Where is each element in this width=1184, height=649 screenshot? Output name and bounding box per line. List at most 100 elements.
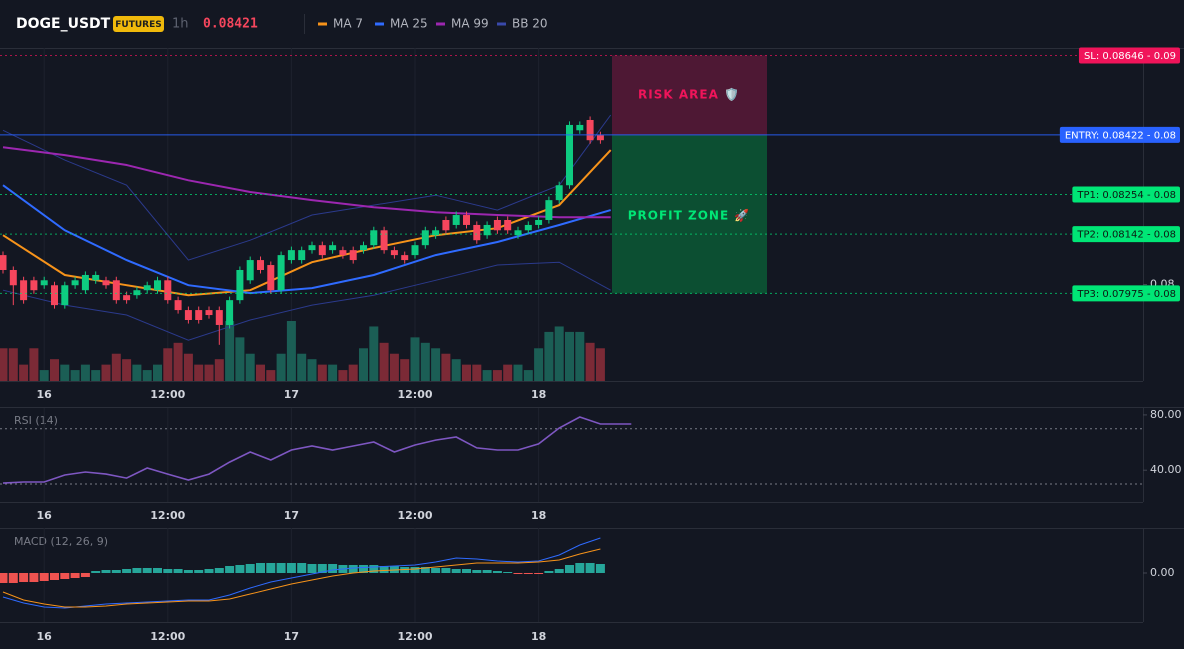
symbol: DOGE_USDT	[16, 16, 111, 32]
volume-bar	[400, 359, 410, 381]
macd-histogram	[307, 564, 317, 573]
macd-histogram	[266, 563, 276, 573]
macd-histogram	[132, 568, 142, 573]
x-tick-label: 17	[284, 509, 299, 522]
volume-bar	[214, 359, 224, 381]
macd-histogram	[256, 563, 265, 573]
volume-bar	[142, 370, 152, 381]
candle-body	[81, 274, 89, 291]
volume-bar	[369, 326, 379, 381]
legend-label: BB 20	[512, 17, 548, 31]
volume-bar	[19, 364, 29, 381]
pane-title: MACD (12, 26, 9)	[14, 535, 108, 548]
candle-body	[277, 255, 285, 291]
candle-body	[308, 245, 316, 251]
volume-bar	[60, 364, 70, 381]
volume-bar	[410, 337, 420, 381]
x-tick-label: 16	[37, 630, 53, 643]
macd-histogram	[379, 566, 389, 573]
candle-body	[339, 250, 347, 256]
volume-bar	[503, 364, 513, 381]
macd-histogram	[19, 573, 29, 582]
legend-label: MA 25	[390, 17, 428, 31]
candle-body	[545, 200, 553, 220]
candle-body	[40, 280, 48, 286]
volume-bar	[297, 353, 307, 381]
macd-histogram	[513, 573, 523, 574]
candle-body	[349, 250, 357, 261]
candle-body	[555, 185, 563, 201]
last-price: 0.08421	[203, 17, 258, 32]
candle-body	[226, 300, 234, 325]
macd-histogram	[214, 568, 224, 573]
candle-body	[514, 230, 522, 236]
volume-bar	[472, 364, 482, 381]
candle-body	[504, 219, 512, 231]
volume-bar	[328, 364, 338, 381]
volume-bar	[585, 342, 595, 381]
level-label: TP1: 0.08254 - 0.08	[1076, 190, 1176, 201]
macd-histogram	[50, 573, 59, 580]
candle-body	[586, 119, 594, 141]
volume-bar	[575, 331, 585, 381]
macd-histogram	[70, 573, 80, 578]
macd-line	[2, 537, 601, 609]
candle-body	[257, 260, 264, 270]
badge-label: FUTURES	[115, 20, 161, 30]
candle-body	[51, 285, 58, 306]
interval: 1h	[172, 17, 189, 32]
candle-body	[123, 295, 131, 301]
volume-bar	[544, 331, 554, 381]
x-tick-label: 18	[531, 509, 546, 522]
candle-body	[442, 219, 450, 231]
macd-histogram	[91, 571, 101, 573]
candle-body	[483, 224, 491, 236]
zone-label: RISK AREA 🛡️	[638, 88, 740, 102]
macd-histogram	[317, 564, 327, 573]
macd-histogram	[173, 569, 183, 573]
candle-body	[524, 224, 532, 231]
candle-body	[370, 230, 378, 246]
volume-bar	[70, 370, 80, 381]
volume-bar	[8, 348, 18, 381]
macd-histogram	[101, 570, 111, 573]
candle-body	[463, 215, 470, 225]
volume-bar	[153, 364, 162, 381]
macd-histogram	[245, 564, 255, 573]
volume-bar	[39, 370, 49, 381]
volume-bar	[173, 342, 183, 381]
macd-histogram	[163, 569, 173, 573]
macd-histogram	[554, 569, 564, 573]
level-label: TP3: 0.07975 - 0.08	[1076, 289, 1176, 300]
candle-body	[318, 245, 326, 256]
volume-bar	[111, 353, 121, 381]
macd-histogram	[369, 565, 379, 573]
x-tick-label: 12:00	[397, 509, 432, 522]
level-badge	[1059, 126, 1180, 143]
macd-histogram	[276, 563, 286, 573]
macd-histogram	[420, 567, 430, 573]
volume-bar	[441, 353, 451, 381]
volume-bar	[482, 370, 492, 381]
level-label: ENTRY: 0.08422 - 0.08	[1065, 130, 1176, 141]
volume-bar	[266, 370, 276, 381]
legend-swatch	[375, 22, 384, 26]
x-tick-label: 18	[531, 388, 546, 401]
macd-histogram	[482, 570, 492, 573]
volume-bar	[379, 342, 389, 381]
volume-bar	[101, 364, 111, 381]
candle-body	[287, 250, 295, 261]
macd-histogram	[462, 569, 471, 573]
y-tick-label: 40.00	[1150, 463, 1182, 476]
macd-histogram	[80, 573, 90, 577]
candle-body	[9, 270, 17, 286]
candle-body	[401, 255, 409, 261]
volume-bar	[307, 359, 317, 381]
candle-body	[566, 124, 573, 186]
volume-bar	[50, 359, 59, 381]
macd-histogram	[534, 573, 544, 574]
x-tick-label: 18	[531, 630, 546, 643]
x-tick-label: 12:00	[397, 630, 432, 643]
macd-histogram	[441, 568, 451, 573]
